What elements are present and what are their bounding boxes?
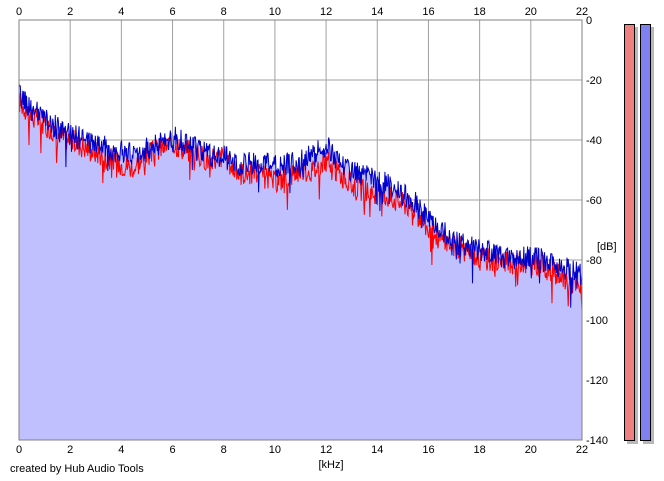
x-tick-label: 18	[474, 444, 486, 456]
x-tick-label: 20	[525, 444, 537, 456]
y-tick-label: -20	[586, 75, 602, 87]
left-level-meter	[624, 24, 635, 441]
x-axis-label: [kHz]	[318, 459, 343, 471]
y-tick-label: -60	[586, 195, 602, 207]
credit-text: created by Hub Audio Tools	[10, 463, 144, 475]
y-tick-label: -40	[586, 135, 602, 147]
spectrum-fill-area	[19, 85, 582, 440]
x-tick-label: 2	[67, 6, 73, 18]
x-tick-labels-bottom: 0 2 4 6 8 10 12 14 16 18 20 22	[16, 444, 588, 456]
x-tick-label: 16	[422, 444, 434, 456]
y-axis-label: [dB]	[597, 241, 617, 253]
x-tick-label: 4	[118, 6, 124, 18]
x-tick-label: 18	[474, 6, 486, 18]
x-tick-label: 4	[118, 444, 124, 456]
x-tick-label: 10	[269, 6, 281, 18]
x-tick-label: 0	[16, 444, 22, 456]
x-tick-label: 2	[67, 444, 73, 456]
x-tick-label: 14	[371, 6, 383, 18]
x-tick-label: 22	[576, 444, 588, 456]
right-level-meter	[640, 24, 651, 441]
x-tick-label: 10	[269, 444, 281, 456]
y-tick-label: -100	[586, 315, 608, 327]
x-tick-label: 16	[422, 6, 434, 18]
x-tick-label: 20	[525, 6, 537, 18]
x-tick-label: 12	[320, 444, 332, 456]
series-right-channel-line	[18, 84, 583, 308]
y-tick-label: -120	[586, 375, 608, 387]
x-tick-label: 0	[16, 6, 22, 18]
y-tick-label: -140	[586, 435, 608, 447]
x-tick-label: 22	[576, 6, 588, 18]
plot-frame	[18, 19, 583, 441]
x-tick-label: 8	[221, 444, 227, 456]
y-tick-label: 0	[586, 15, 592, 27]
x-tick-label: 6	[169, 444, 175, 456]
x-tick-label: 6	[169, 6, 175, 18]
y-tick-label: -80	[586, 255, 602, 267]
x-tick-label: 14	[371, 444, 383, 456]
x-tick-label: 12	[320, 6, 332, 18]
x-tick-label: 8	[221, 6, 227, 18]
y-tick-labels: 0 -20 -40 -60 -80 -100 -120 -140	[586, 15, 608, 447]
x-tick-labels: 0 2 4 6 8 10 12 14 16 18 20 22	[16, 6, 588, 18]
